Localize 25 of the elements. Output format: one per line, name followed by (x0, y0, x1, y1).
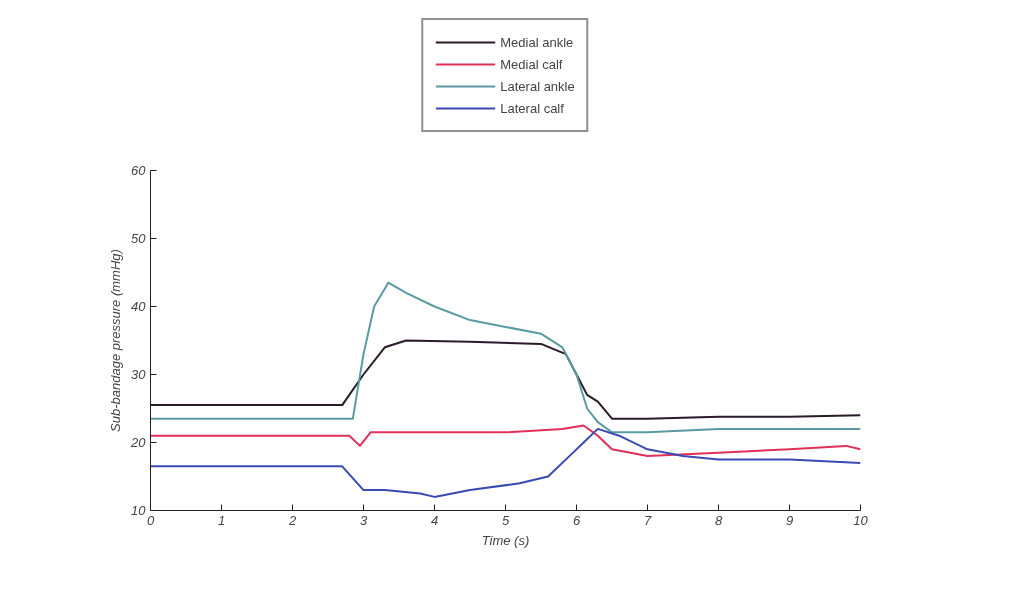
x-tick-label: 1 (217, 512, 226, 528)
x-tick-label: 9 (785, 512, 794, 528)
y-tick-label: 30 (131, 367, 147, 382)
y-tick-label: 40 (131, 299, 147, 314)
legend-label: Medial calf (500, 56, 563, 72)
legend-label: Medial ankle (500, 34, 574, 50)
y-tick-label: 20 (130, 435, 147, 450)
legend-label: Lateral calf (500, 100, 564, 116)
x-axis-title: Time (s) (481, 532, 530, 548)
line-series (150, 424, 861, 458)
legend-label: Lateral ankle (500, 78, 575, 94)
x-tick-label: 5 (501, 512, 510, 528)
x-tick-label: 4 (430, 512, 439, 528)
x-tick-label: 6 (572, 512, 581, 528)
x-tick-label: 7 (643, 512, 652, 528)
x-tick-label: 3 (359, 512, 368, 528)
y-axis-title: Sub-bandage pressure (mmHg) (108, 249, 124, 432)
x-tick-label: 2 (287, 512, 297, 528)
x-tick-label: 8 (714, 512, 723, 528)
line-series (150, 281, 861, 434)
y-tick-label: 50 (131, 231, 147, 246)
line-series (150, 427, 861, 498)
y-tick-label: 60 (131, 163, 147, 178)
x-tick-label: 0 (146, 512, 155, 528)
x-tick-label: 10 (853, 512, 869, 528)
